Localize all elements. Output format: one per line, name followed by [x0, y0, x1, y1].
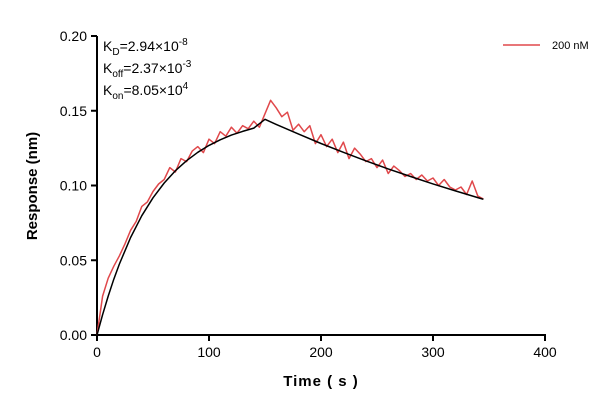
y-tick-label: 0.05 [60, 252, 87, 268]
y-tick-label: 0.15 [60, 103, 87, 119]
x-tick-label: 400 [533, 344, 557, 360]
legend: 200 nM [503, 40, 589, 52]
axes: 0 100 200 300 400 0.00 0.05 0.10 0.15 0.20 [60, 28, 557, 360]
y-tick-label: 0.00 [60, 327, 87, 343]
x-tick-label: 100 [197, 344, 221, 360]
y-tick-label: 0.20 [60, 28, 87, 44]
x-tick-label: 300 [421, 344, 445, 360]
y-axis-label: Response (nm) [24, 132, 41, 240]
plot-area [96, 99, 484, 336]
x-tick-label: 0 [93, 344, 101, 360]
series-line-200nm [96, 99, 484, 336]
kinetic-constant-off: Koff=2.37×10-3 [103, 59, 192, 80]
kinetic-constant-d: KD=2.94×10-8 [103, 37, 188, 58]
kinetic-constant-on: Kon=8.05×104 [103, 81, 189, 102]
x-axis-label: Time ( s ) [283, 373, 359, 390]
y-tick-label: 0.10 [60, 178, 87, 194]
fit-curve [96, 118, 484, 336]
legend-label: 200 nM [552, 40, 589, 52]
x-tick-label: 200 [309, 344, 333, 360]
